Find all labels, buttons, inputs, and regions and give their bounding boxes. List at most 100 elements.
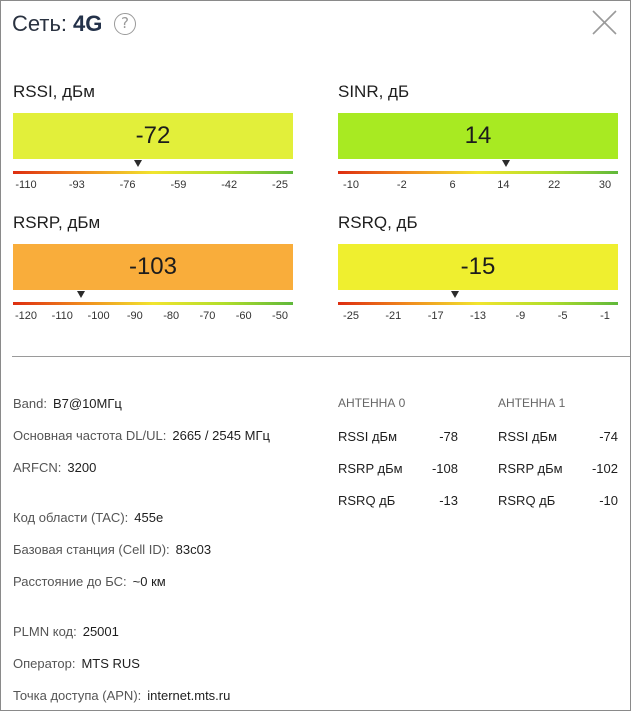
rsrp-pointer xyxy=(77,291,85,298)
rsrq-tick-label: -17 xyxy=(427,310,444,322)
sinr-scale-bar xyxy=(338,171,618,174)
antenna-0-rsrp-label: RSRP дБм xyxy=(338,461,403,476)
sinr-tick-label: 14 xyxy=(497,179,510,191)
tac-value: 455e xyxy=(134,510,164,525)
sinr-tick-label: 6 xyxy=(449,179,456,191)
antenna-0-rsrq-value: -13 xyxy=(439,493,458,508)
sinr-label: SINR, дБ xyxy=(338,82,410,101)
frequency-row: Основная частота DL/UL: 2665 / 2545 МГц xyxy=(13,428,270,443)
antenna-0-rssi-row: RSSI дБм -78 xyxy=(338,429,458,444)
distance-row: Расстояние до БС: ~0 км xyxy=(13,574,166,589)
rsrp-scale-bar xyxy=(13,302,293,305)
rssi-tick-label: -42 xyxy=(221,179,238,191)
antenna-1-rsrq-value: -10 xyxy=(599,493,618,508)
antenna-1-rsrp-row: RSRP дБм -102 xyxy=(498,461,618,476)
rssi-scale-bar xyxy=(13,171,293,174)
antenna-1-rsrq-row: RSRQ дБ -10 xyxy=(498,493,618,508)
frequency-label: Основная частота DL/UL: xyxy=(13,428,167,443)
cell-id-value: 83c03 xyxy=(175,542,212,557)
section-divider xyxy=(12,356,630,357)
antenna-1-rssi-label: RSSI дБм xyxy=(498,429,558,444)
rsrp-tick-label: -80 xyxy=(163,310,180,322)
rsrp-scale: -120 -110 -100 -90 -80 -70 -60 -50 xyxy=(13,291,293,322)
rsrp-metric: RSRP, дБм -103 -120 -110 -100 -90 -80 -70 -60-… xyxy=(13,213,293,322)
apn-row: Точка доступа (APN): internet.mts.ru xyxy=(13,688,230,703)
rssi-metric: RSSI, дБм -72 -110 -93 -76 -59 -42 -25 xyxy=(13,82,293,191)
operator-label: Оператор: xyxy=(13,656,76,671)
sinr-metric: SINR, дБ 14 -10 -2 6 14 22 30 xyxy=(338,82,618,191)
distance-label: Расстояние до БС: xyxy=(13,574,127,589)
antenna-1-header: АНТЕННА 1 xyxy=(498,396,566,410)
close-icon[interactable] xyxy=(591,9,618,36)
antenna-0-rssi-value: -78 xyxy=(439,429,458,444)
rsrq-label: RSRQ, дБ xyxy=(338,213,418,232)
rsrq-tick-label: -21 xyxy=(385,310,402,322)
plmn-label: PLMN код: xyxy=(13,624,77,639)
plmn-row: PLMN код: 25001 xyxy=(13,624,119,639)
antenna-0-rssi-label: RSSI дБм xyxy=(338,429,398,444)
rsrq-tick-label: -5 xyxy=(557,310,568,322)
antenna-1-rsrq-label: RSRQ дБ xyxy=(498,493,556,508)
antenna-1-rsrp-label: RSRP дБм xyxy=(498,461,563,476)
sinr-tick-label: 30 xyxy=(598,179,612,191)
rssi-scale: -110 -93 -76 -59 -42 -25 xyxy=(13,160,293,191)
cell-id-row: Базовая станция (Cell ID): 83c03 xyxy=(13,542,211,557)
rsrp-tick-label: -90 xyxy=(126,310,143,322)
operator-row: Оператор: MTS RUS xyxy=(13,656,140,671)
apn-label: Точка доступа (APN): xyxy=(13,688,142,703)
panel-title: Сеть: 4G xyxy=(12,11,102,37)
sinr-tick-label: -10 xyxy=(343,179,359,191)
tac-row: Код области (TAC): 455e xyxy=(13,510,163,525)
cell-id-label: Базовая станция (Cell ID): xyxy=(13,542,170,557)
title-prefix: Сеть: xyxy=(12,11,68,36)
plmn-value: 25001 xyxy=(82,624,119,639)
rssi-tick-label: -25 xyxy=(272,179,288,191)
rsrq-tick-label: -9 xyxy=(515,310,526,322)
arfcn-label: ARFCN: xyxy=(13,460,62,475)
band-value: B7@10МГц xyxy=(52,396,122,411)
rssi-label: RSSI, дБм xyxy=(13,82,95,101)
sinr-value-box: 14 xyxy=(338,113,618,159)
question-circle-icon[interactable]: ? xyxy=(114,13,136,35)
antenna-0-rsrp-row: RSRP дБм -108 xyxy=(338,461,458,476)
rsrq-pointer xyxy=(450,291,459,298)
rsrq-tick-label: -1 xyxy=(600,310,610,322)
rsrq-value-box: -15 xyxy=(338,244,618,290)
band-label: Band: xyxy=(13,396,47,411)
rssi-tick-label: -59 xyxy=(170,179,187,191)
arfcn-value: 3200 xyxy=(67,460,97,475)
antenna-0-header: АНТЕННА 0 xyxy=(338,396,406,410)
rsrq-metric: RSRQ, дБ -15 -25 -21 -17 -13 -9 -5 -1 xyxy=(338,213,618,322)
antenna-0-rsrp-value: -108 xyxy=(431,461,458,476)
rssi-pointer xyxy=(134,160,143,167)
antenna-1-rsrp-value: -102 xyxy=(591,461,618,476)
rsrq-tick-label: -25 xyxy=(343,310,359,322)
rsrq-scale: -25 -21 -17 -13 -9 -5 -1 xyxy=(338,291,618,322)
distance-value: ~0 км xyxy=(132,574,166,589)
rsrp-tick-label: -100 xyxy=(87,310,110,322)
rsrq-tick-label: -13 xyxy=(470,310,486,322)
band-row: Band: B7@10МГц xyxy=(13,396,122,411)
operator-value: MTS RUS xyxy=(81,656,140,671)
rsrp-tick-label: -70 xyxy=(199,310,216,322)
apn-value: internet.mts.ru xyxy=(147,688,231,703)
rssi-tick-label: -76 xyxy=(119,179,136,191)
rsrp-label: RSRP, дБм xyxy=(13,213,101,232)
network-type-value: 4G xyxy=(73,11,103,36)
sinr-tick-label: 22 xyxy=(548,179,561,191)
rsrp-tick-label: -50 xyxy=(272,310,288,322)
antenna-0-rsrq-row: RSRQ дБ -13 xyxy=(338,493,458,508)
sinr-scale: -10 -2 6 14 22 30 xyxy=(338,160,618,191)
antenna-0-rsrq-label: RSRQ дБ xyxy=(338,493,396,508)
rsrp-value-box: -103 xyxy=(13,244,293,290)
antenna-1-rssi-value: -74 xyxy=(599,429,618,444)
rssi-value-box: -72 xyxy=(13,113,293,159)
rsrq-scale-bar xyxy=(338,302,618,305)
rsrp-tick-label: -60 xyxy=(235,310,252,322)
arfcn-row: ARFCN: 3200 xyxy=(13,460,96,475)
rssi-tick-label: -110 xyxy=(15,179,37,191)
rsrp-tick-label: -120 xyxy=(14,310,38,322)
rssi-tick-label: -93 xyxy=(68,179,85,191)
rsrp-tick-label: -110 xyxy=(51,310,73,322)
